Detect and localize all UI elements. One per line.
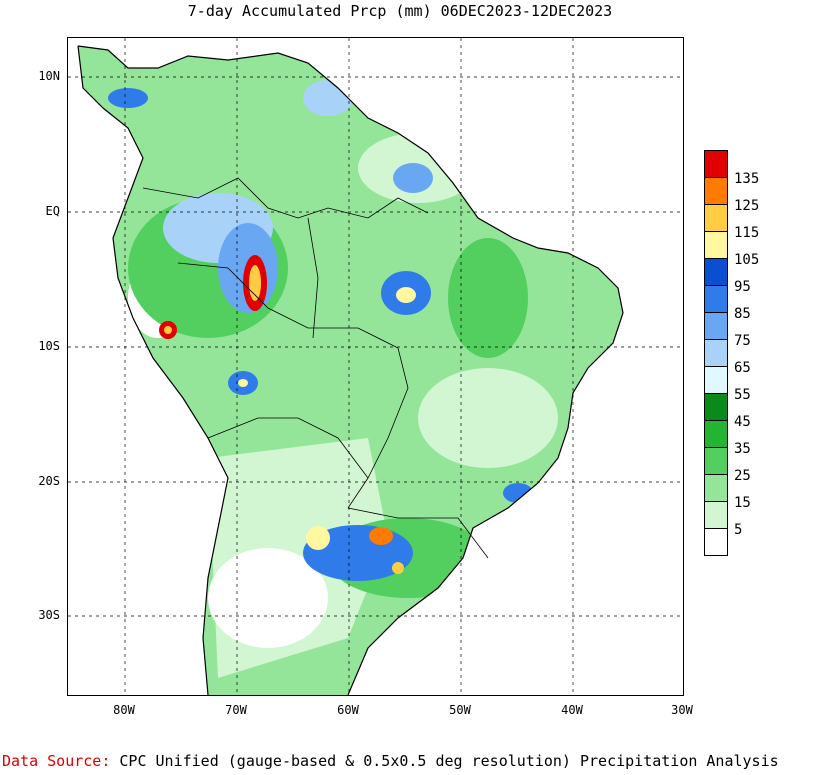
- x-tick-label: 60W: [337, 703, 359, 717]
- precip-field: [78, 46, 623, 695]
- coastline: [77, 45, 624, 695]
- legend-swatch: [704, 339, 728, 367]
- map-svg: [68, 38, 683, 695]
- legend-label: 5: [734, 522, 743, 538]
- legend-swatch: [704, 420, 728, 448]
- legend-label: 45: [734, 414, 751, 430]
- country-borders: [142, 177, 489, 559]
- legend-swatch: [704, 285, 728, 313]
- legend-swatch: [704, 501, 728, 529]
- legend-swatch: [704, 528, 728, 556]
- x-tick-label: 70W: [225, 703, 247, 717]
- y-tick-label: 10S: [38, 339, 60, 353]
- legend-label: 85: [734, 306, 751, 322]
- x-tick-label: 50W: [449, 703, 471, 717]
- legend-swatch: [704, 177, 728, 205]
- legend-label: 15: [734, 495, 751, 511]
- map-title: 7-day Accumulated Prcp (mm) 06DEC2023-12…: [187, 2, 613, 20]
- legend-label: 105: [734, 252, 760, 268]
- legend-label: 125: [734, 198, 760, 214]
- y-tick-label: EQ: [45, 204, 60, 218]
- legend-label: 115: [734, 225, 760, 241]
- data-source-text: CPC Unified (gauge-based & 0.5x0.5 deg r…: [119, 752, 779, 770]
- legend-label: 135: [734, 171, 760, 187]
- data-source-label: Data Source:: [2, 752, 111, 770]
- legend-label: 65: [734, 360, 751, 376]
- legend-label: 25: [734, 468, 751, 484]
- y-tick-label: 20S: [38, 474, 60, 488]
- legend-swatch: [704, 204, 728, 232]
- legend-swatch: [704, 231, 728, 259]
- y-tick-label: 10N: [38, 69, 60, 83]
- legend-swatch: [704, 474, 728, 502]
- color-legend: [704, 150, 728, 556]
- x-tick-label: 30W: [671, 703, 693, 717]
- x-tick-label: 40W: [561, 703, 583, 717]
- precipitation-map: [67, 37, 684, 696]
- legend-swatch: [704, 393, 728, 421]
- x-tick-label: 80W: [113, 703, 135, 717]
- legend-swatch: [704, 150, 728, 178]
- y-tick-label: 30S: [38, 608, 60, 622]
- legend-label: 35: [734, 441, 751, 457]
- legend-swatch: [704, 312, 728, 340]
- legend-label: 55: [734, 387, 751, 403]
- legend-label: 95: [734, 279, 751, 295]
- legend-label: 75: [734, 333, 751, 349]
- gridlines: [68, 38, 683, 695]
- data-source-footer: Data Source: CPC Unified (gauge-based & …: [2, 752, 779, 770]
- legend-swatch: [704, 258, 728, 286]
- legend-swatch: [704, 366, 728, 394]
- legend-swatch: [704, 447, 728, 475]
